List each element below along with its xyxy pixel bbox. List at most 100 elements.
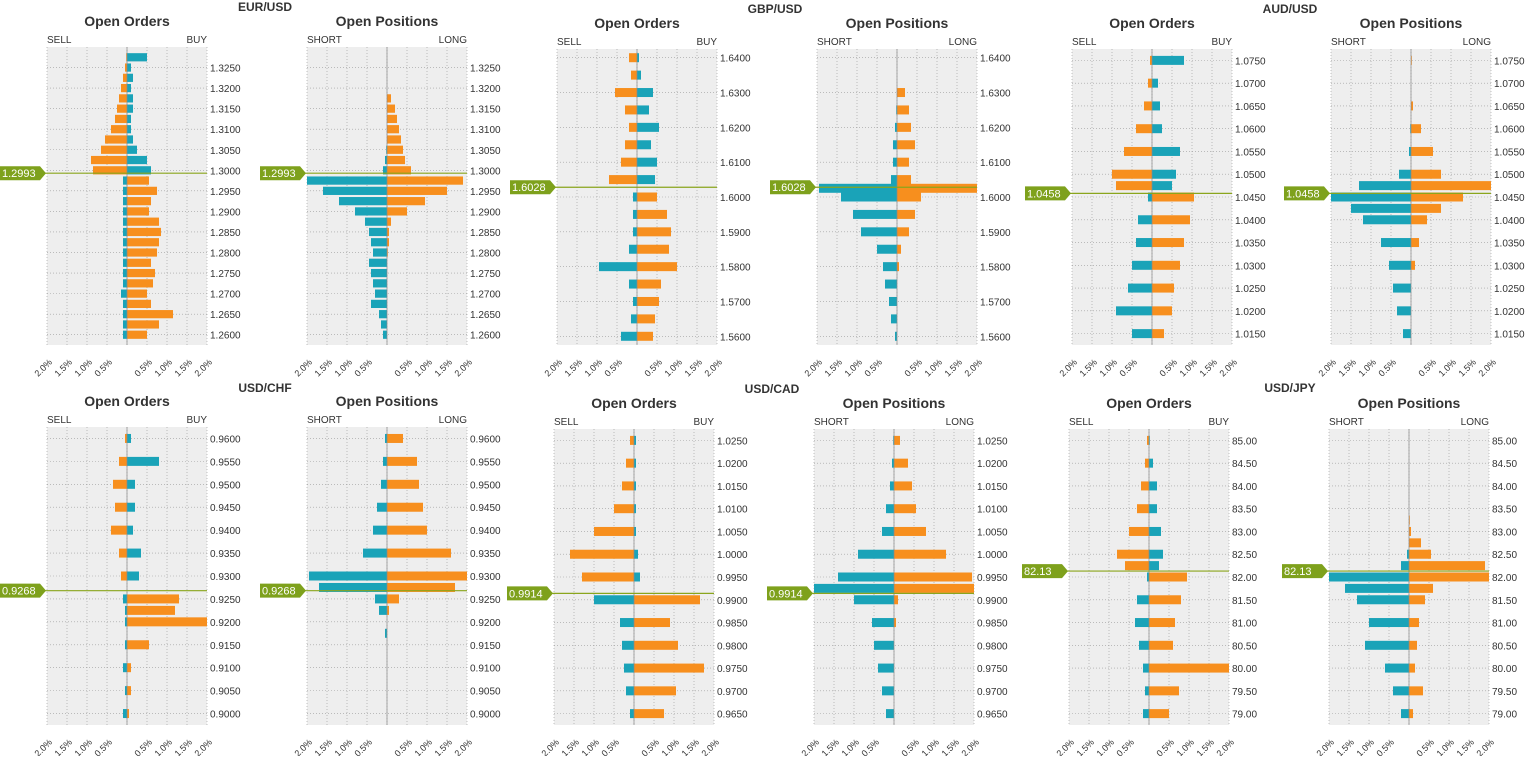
pair-label: GBP/USD — [748, 2, 803, 16]
long-bar — [387, 248, 388, 257]
long-bar — [894, 504, 916, 514]
long-bar — [1411, 55, 1412, 65]
buy-bar — [127, 238, 159, 247]
long-bar — [1411, 203, 1441, 213]
price-badge: 82.13 — [1022, 564, 1068, 579]
y-tick-label: 1.0000 — [717, 550, 748, 561]
short-bar — [1359, 181, 1411, 191]
y-tick-label: 0.9500 — [470, 480, 501, 491]
y-tick-label: 1.5800 — [980, 263, 1011, 274]
short-bar — [371, 238, 387, 247]
y-tick-label: 1.0050 — [717, 527, 748, 538]
short-bar — [365, 217, 387, 226]
price-badge: 1.6028 — [510, 180, 556, 195]
y-tick-label: 1.5600 — [720, 332, 751, 343]
buy-bar — [637, 88, 653, 98]
sell-bar — [126, 53, 127, 62]
y-tick-label: 1.0150 — [1235, 330, 1266, 341]
y-tick-label: 1.0300 — [1494, 261, 1525, 272]
short-bar — [890, 481, 894, 491]
long-bar — [897, 183, 977, 193]
y-tick-label: 1.0250 — [977, 436, 1008, 447]
x-tick-label: 2.0% — [32, 737, 54, 756]
y-tick-label: 1.6200 — [980, 123, 1011, 134]
short-bar — [381, 479, 387, 489]
buy-label: BUY — [693, 417, 714, 428]
buy-label: BUY — [186, 415, 207, 426]
x-tick-label: 1.0% — [152, 737, 174, 756]
long-bar — [387, 456, 417, 466]
y-tick-label: 1.6200 — [720, 123, 751, 134]
sell-bar — [1128, 283, 1152, 293]
price-badge-label: 82.13 — [1284, 566, 1312, 578]
long-bar — [897, 209, 915, 219]
x-tick-label: 2.0% — [699, 737, 721, 756]
y-tick-label: 1.6100 — [980, 158, 1011, 169]
buy-bar — [634, 481, 636, 491]
x-tick-label: 0.5% — [132, 737, 154, 756]
short-bar — [891, 314, 897, 324]
sell-bar — [615, 88, 637, 98]
short-bar — [891, 175, 897, 185]
x-tick-label: 1.5% — [939, 737, 961, 756]
buy-bar — [127, 330, 147, 339]
short-bar — [1397, 306, 1411, 316]
short-bar — [1329, 572, 1409, 582]
y-tick-label: 0.9050 — [470, 687, 501, 698]
y-tick-label: 0.9850 — [717, 619, 748, 630]
short-bar — [877, 244, 897, 254]
buy-bar — [1149, 435, 1150, 445]
long-bar — [387, 433, 403, 443]
y-tick-label: 1.0500 — [1494, 170, 1525, 181]
x-tick-label: 2.0% — [959, 737, 981, 756]
short-bar — [381, 320, 387, 329]
y-tick-label: 0.9750 — [717, 664, 748, 675]
y-tick-label: 1.0000 — [977, 550, 1008, 561]
x-tick-label: 0.5% — [902, 357, 924, 379]
short-bar — [373, 279, 387, 288]
buy-bar — [1149, 640, 1173, 650]
long-bar — [894, 549, 946, 559]
y-tick-label: 0.9300 — [210, 572, 241, 583]
short-label: SHORT — [307, 415, 342, 426]
price-badge-label: 1.6028 — [512, 182, 546, 194]
x-tick-label: 1.5% — [682, 357, 704, 379]
long-bar — [387, 94, 391, 103]
long-bar — [387, 571, 467, 581]
y-tick-label: 1.2650 — [470, 310, 501, 321]
chart-title: Open Positions — [336, 13, 439, 29]
price-badge-shape — [507, 586, 553, 601]
y-tick-label: 0.9900 — [977, 596, 1008, 607]
buy-bar — [127, 155, 147, 165]
sell-bar — [1135, 618, 1149, 628]
y-tick-label: 1.0250 — [717, 436, 748, 447]
sell-bar — [570, 549, 634, 559]
sell-bar — [125, 63, 127, 72]
short-bar — [371, 299, 387, 309]
x-tick-label: 2.0% — [292, 737, 314, 756]
short-bar — [895, 331, 897, 341]
x-tick-label: 1.0% — [922, 357, 944, 379]
short-bar — [379, 310, 387, 319]
y-tick-label: 1.2700 — [470, 290, 501, 301]
short-bar — [1393, 283, 1411, 293]
x-tick-label: 0.5% — [1157, 357, 1179, 379]
long-bar — [894, 458, 908, 468]
sell-bar — [633, 209, 637, 219]
buy-bar — [127, 502, 135, 512]
y-tick-label: 1.3250 — [470, 64, 501, 75]
x-tick-label: 2.0% — [32, 357, 54, 379]
short-bar — [309, 571, 387, 581]
sell-bar — [1144, 101, 1152, 111]
long-bar — [387, 155, 405, 165]
x-tick-label: 1.5% — [822, 357, 844, 379]
sell-bar — [629, 53, 637, 63]
sell-bar — [125, 617, 127, 627]
x-tick-label: 1.5% — [679, 737, 701, 756]
price-badge-shape — [1022, 564, 1068, 579]
price-badge-shape — [0, 583, 46, 598]
buy-bar — [1149, 458, 1153, 468]
buy-bar — [127, 53, 147, 62]
